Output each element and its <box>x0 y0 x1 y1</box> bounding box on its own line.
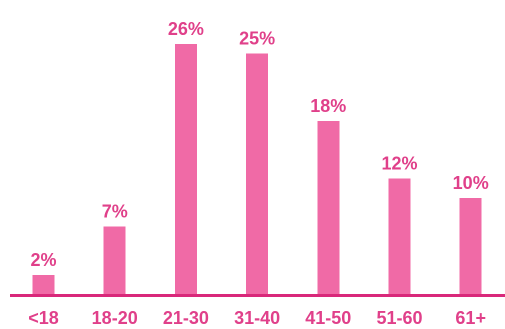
bar-51-60 <box>388 178 411 294</box>
bar-41-50 <box>317 120 340 295</box>
x-tick-label: 31-40 <box>234 308 280 328</box>
x-tick-label: 18-20 <box>92 308 138 328</box>
data-label: 12% <box>381 154 417 174</box>
data-label: 10% <box>453 173 489 193</box>
x-tick-labels-group: <18 18-20 21-30 31-40 41-50 51-60 61+ <box>28 308 486 328</box>
x-tick-label: <18 <box>28 308 59 328</box>
x-tick-label: 41-50 <box>305 308 351 328</box>
bar-21-30 <box>174 44 197 294</box>
bars-group <box>32 44 482 295</box>
data-label: 18% <box>310 96 346 116</box>
data-label: 2% <box>30 250 56 270</box>
data-label: 25% <box>239 29 275 49</box>
x-tick-label: 61+ <box>455 308 486 328</box>
bar-61+ <box>459 197 482 294</box>
bar-31-40 <box>246 53 269 294</box>
x-tick-label: 51-60 <box>376 308 422 328</box>
bar-18-20 <box>103 226 126 294</box>
data-labels-group: 2% 7% 26% 25% 18% 12% 10% <box>30 19 488 270</box>
data-label: 7% <box>102 202 128 222</box>
x-tick-label: 21-30 <box>163 308 209 328</box>
bar-<18 <box>32 274 55 294</box>
data-label: 26% <box>168 19 204 39</box>
